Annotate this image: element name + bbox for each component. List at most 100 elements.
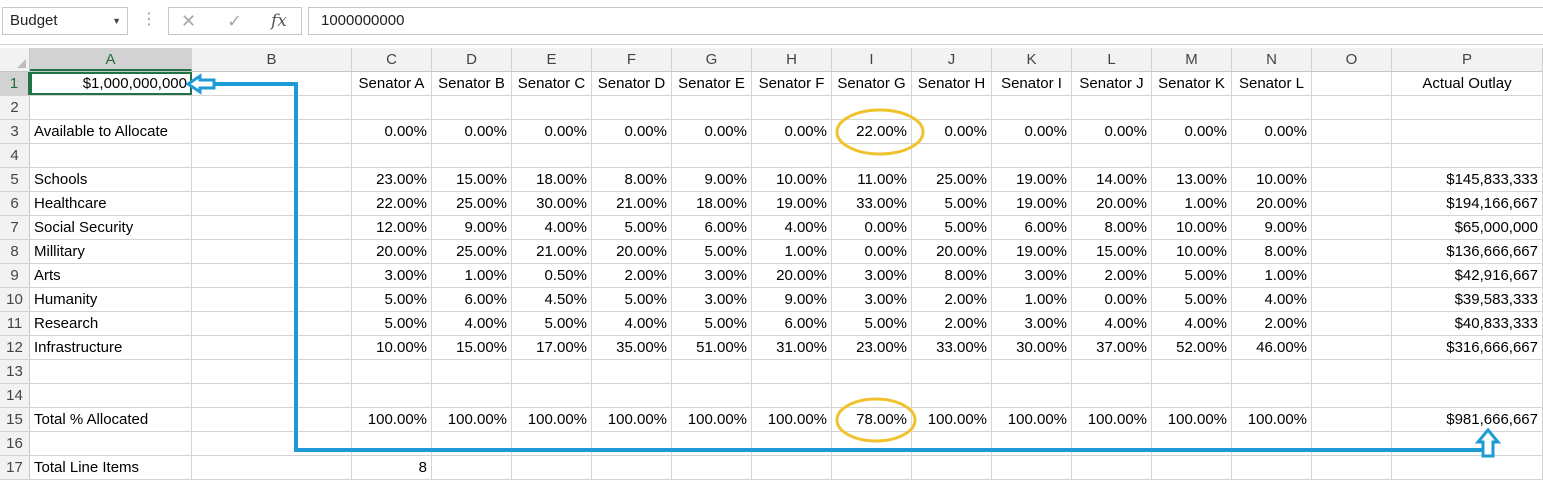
cell-a11[interactable]: Research [30, 312, 192, 335]
cell-n1[interactable]: Senator L [1232, 72, 1312, 95]
cell-j1[interactable]: Senator H [912, 72, 992, 95]
cell-c2[interactable] [352, 96, 432, 119]
cell-j9[interactable]: 8.00% [912, 264, 992, 287]
cell-c11[interactable]: 5.00% [352, 312, 432, 335]
cell-e6[interactable]: 30.00% [512, 192, 592, 215]
cell-g5[interactable]: 9.00% [672, 168, 752, 191]
cell-f17[interactable] [592, 456, 672, 479]
cell-p11[interactable]: $40,833,333 [1392, 312, 1543, 335]
cell-p1[interactable]: Actual Outlay [1392, 72, 1543, 95]
cell-i10[interactable]: 3.00% [832, 288, 912, 311]
cell-b13[interactable] [192, 360, 352, 383]
cell-k7[interactable]: 6.00% [992, 216, 1072, 239]
cell-c14[interactable] [352, 384, 432, 407]
cell-j2[interactable] [912, 96, 992, 119]
cell-a5[interactable]: Schools [30, 168, 192, 191]
cell-o5[interactable] [1312, 168, 1392, 191]
cell-b1[interactable] [192, 72, 352, 95]
cell-k10[interactable]: 1.00% [992, 288, 1072, 311]
cell-k14[interactable] [992, 384, 1072, 407]
cell-p9[interactable]: $42,916,667 [1392, 264, 1543, 287]
cell-a14[interactable] [30, 384, 192, 407]
enter-icon[interactable]: ✓ [227, 11, 243, 31]
cell-n16[interactable] [1232, 432, 1312, 455]
cell-d6[interactable]: 25.00% [432, 192, 512, 215]
cell-h11[interactable]: 6.00% [752, 312, 832, 335]
cell-d8[interactable]: 25.00% [432, 240, 512, 263]
cell-l15[interactable]: 100.00% [1072, 408, 1152, 431]
cell-m4[interactable] [1152, 144, 1232, 167]
cell-e4[interactable] [512, 144, 592, 167]
cell-h1[interactable]: Senator F [752, 72, 832, 95]
cell-b5[interactable] [192, 168, 352, 191]
cell-n12[interactable]: 46.00% [1232, 336, 1312, 359]
cell-f14[interactable] [592, 384, 672, 407]
cell-g17[interactable] [672, 456, 752, 479]
cell-e5[interactable]: 18.00% [512, 168, 592, 191]
cell-b6[interactable] [192, 192, 352, 215]
cell-j12[interactable]: 33.00% [912, 336, 992, 359]
cell-c13[interactable] [352, 360, 432, 383]
cell-e16[interactable] [512, 432, 592, 455]
cell-h14[interactable] [752, 384, 832, 407]
cell-m2[interactable] [1152, 96, 1232, 119]
cell-n7[interactable]: 9.00% [1232, 216, 1312, 239]
cell-f8[interactable]: 20.00% [592, 240, 672, 263]
cell-g6[interactable]: 18.00% [672, 192, 752, 215]
cell-a4[interactable] [30, 144, 192, 167]
cell-o9[interactable] [1312, 264, 1392, 287]
cell-e7[interactable]: 4.00% [512, 216, 592, 239]
cell-j14[interactable] [912, 384, 992, 407]
cell-f13[interactable] [592, 360, 672, 383]
cell-f5[interactable]: 8.00% [592, 168, 672, 191]
cell-f2[interactable] [592, 96, 672, 119]
column-header-o[interactable]: O [1312, 48, 1392, 71]
column-header-c[interactable]: C [352, 48, 432, 71]
row-header-1[interactable]: 1 [0, 72, 30, 95]
cell-e8[interactable]: 21.00% [512, 240, 592, 263]
cell-m13[interactable] [1152, 360, 1232, 383]
column-header-i[interactable]: I [832, 48, 912, 71]
cell-g10[interactable]: 3.00% [672, 288, 752, 311]
cell-g8[interactable]: 5.00% [672, 240, 752, 263]
cell-e2[interactable] [512, 96, 592, 119]
cell-p3[interactable] [1392, 120, 1543, 143]
cell-b16[interactable] [192, 432, 352, 455]
row-header-6[interactable]: 6 [0, 192, 30, 215]
cell-i4[interactable] [832, 144, 912, 167]
cell-c17[interactable]: 8 [352, 456, 432, 479]
cell-e10[interactable]: 4.50% [512, 288, 592, 311]
cancel-icon[interactable]: ✕ [181, 11, 197, 31]
cell-k5[interactable]: 19.00% [992, 168, 1072, 191]
cell-g13[interactable] [672, 360, 752, 383]
cell-e3[interactable]: 0.00% [512, 120, 592, 143]
cell-o7[interactable] [1312, 216, 1392, 239]
cell-m16[interactable] [1152, 432, 1232, 455]
cell-i1[interactable]: Senator G [832, 72, 912, 95]
cell-a7[interactable]: Social Security [30, 216, 192, 239]
cell-m8[interactable]: 10.00% [1152, 240, 1232, 263]
name-box[interactable]: Budget ▼ [2, 7, 128, 35]
cell-d15[interactable]: 100.00% [432, 408, 512, 431]
cell-f1[interactable]: Senator D [592, 72, 672, 95]
cell-o17[interactable] [1312, 456, 1392, 479]
cell-c10[interactable]: 5.00% [352, 288, 432, 311]
cell-n6[interactable]: 20.00% [1232, 192, 1312, 215]
cell-l16[interactable] [1072, 432, 1152, 455]
cell-h10[interactable]: 9.00% [752, 288, 832, 311]
cell-i8[interactable]: 0.00% [832, 240, 912, 263]
cell-g7[interactable]: 6.00% [672, 216, 752, 239]
cell-l8[interactable]: 15.00% [1072, 240, 1152, 263]
cell-k3[interactable]: 0.00% [992, 120, 1072, 143]
cell-i13[interactable] [832, 360, 912, 383]
cell-l6[interactable]: 20.00% [1072, 192, 1152, 215]
row-header-14[interactable]: 14 [0, 384, 30, 407]
cell-h12[interactable]: 31.00% [752, 336, 832, 359]
cell-i15[interactable]: 78.00% [832, 408, 912, 431]
cell-e14[interactable] [512, 384, 592, 407]
cell-e11[interactable]: 5.00% [512, 312, 592, 335]
row-header-8[interactable]: 8 [0, 240, 30, 263]
row-header-5[interactable]: 5 [0, 168, 30, 191]
cell-c15[interactable]: 100.00% [352, 408, 432, 431]
column-header-m[interactable]: M [1152, 48, 1232, 71]
